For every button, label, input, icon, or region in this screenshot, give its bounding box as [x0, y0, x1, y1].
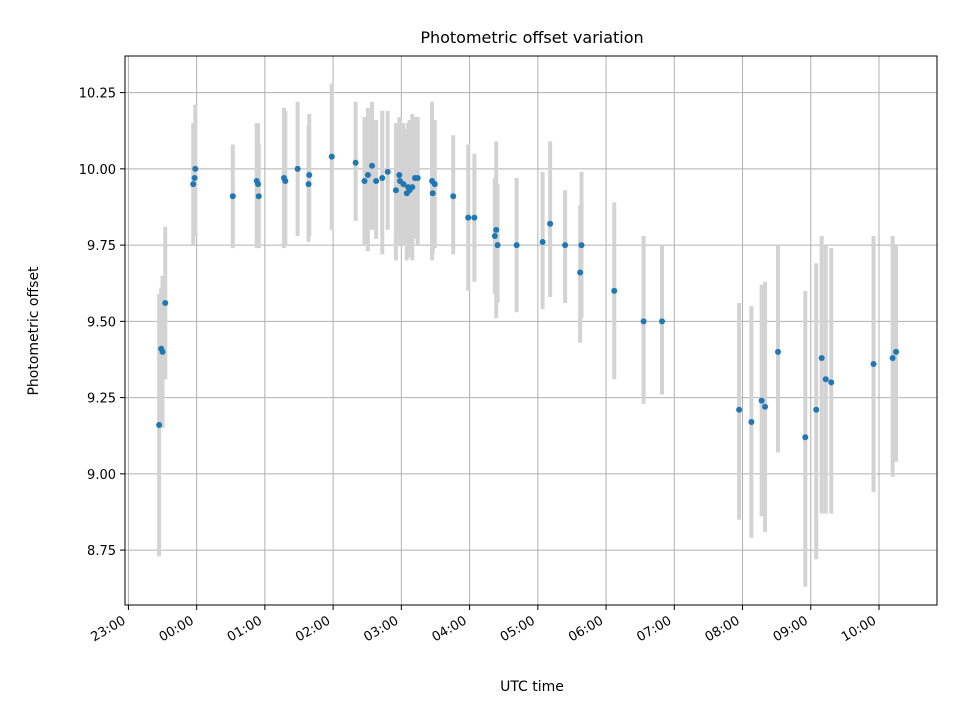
data-point: [429, 190, 436, 197]
data-point: [640, 318, 647, 325]
y-axis-label: Photometric offset: [26, 266, 42, 396]
y-tick-label: 9.75: [87, 239, 116, 254]
data-point: [162, 300, 169, 307]
data-point: [828, 379, 835, 386]
data-point: [762, 403, 769, 410]
y-tick-label: 9.25: [87, 392, 116, 407]
data-point: [547, 220, 554, 227]
data-point: [255, 193, 262, 200]
data-point: [156, 422, 163, 429]
data-point: [192, 165, 199, 172]
data-point: [493, 226, 500, 233]
y-tick-label: 8.75: [87, 544, 116, 559]
data-point: [758, 397, 765, 404]
data-point: [414, 175, 421, 181]
data-point: [159, 348, 166, 355]
data-point: [369, 162, 376, 169]
data-point: [352, 159, 359, 166]
grid: [125, 56, 937, 605]
data-point: [659, 318, 666, 325]
y-tick-label: 9.00: [87, 468, 116, 483]
data-point: [392, 187, 399, 194]
data-point: [361, 178, 368, 185]
data-point: [384, 168, 391, 175]
plot-frame: [124, 55, 938, 606]
x-axis-label: UTC time: [500, 679, 564, 695]
data-point: [494, 242, 501, 249]
data-point: [400, 181, 407, 188]
data-point: [450, 193, 457, 200]
data-point: [802, 434, 809, 441]
data-point: [396, 171, 403, 178]
chart-title: Photometric offset variation: [420, 28, 643, 47]
data-point: [889, 354, 896, 361]
data-point: [577, 269, 584, 276]
data-point: [379, 175, 386, 181]
data-point: [822, 376, 829, 383]
data-point: [306, 171, 313, 178]
data-point: [870, 361, 877, 368]
data-point: [465, 214, 472, 221]
y-axis-ticks: 8.75 9.00 9.25 9.50 9.75 10.00 10.25: [79, 87, 125, 559]
y-tick-label: 9.50: [87, 315, 116, 330]
data-point: [471, 214, 478, 221]
data-point: [562, 242, 569, 249]
data-point: [513, 242, 520, 249]
data-point: [539, 239, 546, 246]
data-point: [775, 348, 782, 355]
data-point: [255, 181, 262, 188]
data-point: [191, 175, 198, 181]
data-point: [190, 181, 197, 188]
data-point: [409, 184, 416, 191]
y-tick-label: 10.25: [79, 87, 116, 102]
data-point: [431, 181, 438, 188]
data-point: [818, 354, 825, 361]
data-point: [748, 419, 755, 425]
data-point: [736, 406, 743, 413]
data-point: [578, 242, 585, 249]
data-point: [373, 178, 380, 185]
data-point: [229, 193, 236, 200]
data-point: [813, 406, 820, 413]
data-point: [491, 232, 498, 239]
data-point: [611, 287, 618, 294]
data-point: [893, 348, 900, 355]
data-point: [328, 153, 335, 160]
y-tick-label: 10.00: [79, 163, 116, 178]
data-point: [294, 165, 301, 172]
data-points: [156, 153, 900, 441]
data-point: [305, 181, 312, 188]
data-point: [282, 178, 289, 185]
data-point: [364, 171, 371, 178]
